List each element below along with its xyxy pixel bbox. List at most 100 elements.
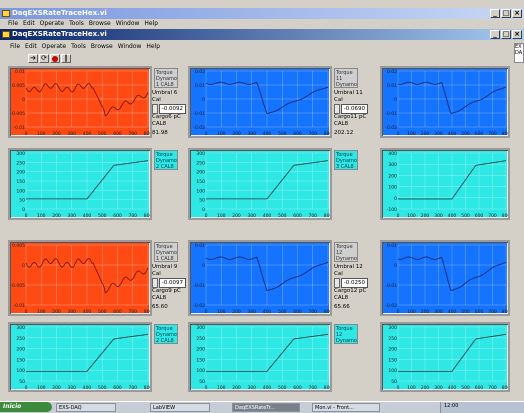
umbral-spinner[interactable] bbox=[152, 104, 158, 114]
x-tick-label: 300 bbox=[434, 309, 443, 314]
x-tick-label: 100 bbox=[37, 131, 46, 136]
umbral-value-input[interactable]: -0.0250 bbox=[340, 278, 368, 288]
x-tick-label: 600 bbox=[113, 131, 122, 136]
y-tick-label: 150 bbox=[388, 357, 397, 363]
y-tick-label: 300 bbox=[196, 325, 205, 331]
x-tick-label: 100 bbox=[37, 213, 46, 218]
umbral-control-group: Umbral 12 Cal -0.0250 Cargo12 pC CAL8 65.66 bbox=[334, 264, 368, 310]
x-tick-label: 400 bbox=[83, 131, 92, 136]
outer-menu-edit[interactable]: Edit bbox=[23, 20, 35, 27]
y-tick-label: 200 bbox=[16, 347, 25, 353]
y-tick-label: 0 bbox=[22, 97, 25, 103]
waveform-trace bbox=[397, 81, 507, 115]
y-tick-label: 0 bbox=[202, 207, 205, 213]
inner-menu-file[interactable]: File bbox=[10, 43, 21, 50]
taskbar-item-labview[interactable]: LabVIEW bbox=[150, 403, 210, 412]
run-continuous-icon[interactable]: ⟳ bbox=[39, 54, 49, 63]
inner-minimize-button[interactable]: _ bbox=[490, 30, 500, 39]
x-tick-label: 800 bbox=[502, 385, 508, 390]
start-button[interactable]: Inicio bbox=[0, 402, 52, 412]
x-tick-label: 300 bbox=[247, 213, 256, 218]
x-tick-label: 700 bbox=[308, 385, 317, 390]
y-tick-label: 100 bbox=[196, 188, 205, 194]
inner-menu-edit[interactable]: Edit bbox=[25, 43, 37, 50]
run-arrow-icon[interactable]: ➔ bbox=[28, 54, 38, 63]
x-tick-label: 700 bbox=[128, 213, 137, 218]
x-tick-label: 0 bbox=[397, 131, 400, 136]
x-tick-label: 500 bbox=[98, 131, 107, 136]
inner-menu-tools[interactable]: Tools bbox=[71, 43, 86, 50]
inner-menu-help[interactable]: Help bbox=[146, 43, 161, 50]
abort-stop-icon[interactable] bbox=[50, 54, 60, 63]
x-tick-label: 800 bbox=[324, 385, 330, 390]
inner-menu-browse[interactable]: Browse bbox=[90, 43, 113, 50]
chart-label-r4-c2: Torque 12 Dynamo 2 CAL8 bbox=[334, 324, 358, 344]
umbral-value-input[interactable]: -0.0092 bbox=[158, 104, 186, 114]
x-tick-label: 700 bbox=[488, 213, 497, 218]
outer-minimize-button[interactable]: _ bbox=[490, 9, 500, 18]
y-tick-label: 0 bbox=[394, 263, 397, 269]
inner-menu-operate[interactable]: Operate bbox=[41, 43, 67, 50]
x-tick-label: 700 bbox=[488, 385, 497, 390]
y-tick-label: 100 bbox=[388, 185, 397, 191]
taskbar-item-mon[interactable]: Mon.vi - Front... bbox=[312, 403, 380, 412]
y-tick-label: 200 bbox=[388, 347, 397, 353]
x-tick-label: 400 bbox=[263, 213, 272, 218]
waveform-trace bbox=[26, 333, 149, 372]
outer-menu-browse[interactable]: Browse bbox=[88, 20, 111, 27]
waveform-trace bbox=[205, 81, 329, 115]
outer-menu-operate[interactable]: Operate bbox=[39, 20, 65, 27]
outer-menu-tools[interactable]: Tools bbox=[69, 20, 84, 27]
outer-menu-window[interactable]: Window bbox=[115, 20, 140, 27]
x-tick-label: 600 bbox=[293, 309, 302, 314]
pause-icon[interactable]: ‖ bbox=[61, 54, 71, 63]
x-tick-label: 200 bbox=[421, 309, 430, 314]
inner-maximize-button[interactable]: □ bbox=[501, 30, 511, 39]
x-tick-label: 0 bbox=[25, 131, 28, 136]
umbral-spinner[interactable] bbox=[152, 278, 158, 288]
y-tick-label: 150 bbox=[16, 357, 25, 363]
taskbar-item-daqexs[interactable]: DaqEXSRateTr... bbox=[232, 403, 300, 412]
waveform-trace bbox=[398, 333, 507, 372]
y-tick-label: 0.01 bbox=[195, 83, 205, 89]
y-tick-label: 100 bbox=[16, 188, 25, 194]
x-tick-label: 0 bbox=[25, 213, 28, 218]
waveform-chart: 300 250 200 150 100 500 100 200 300 400 500 600 700 8… bbox=[196, 325, 330, 390]
chart-label-r2-c1: Torque Dynamo 2 CAL8 bbox=[154, 150, 178, 170]
waveform-chart: 300 250 200 150 100 500 100 200 300 400 500 600 700 8… bbox=[388, 325, 508, 390]
umbral-spinner[interactable] bbox=[334, 278, 340, 288]
x-tick-label: 300 bbox=[247, 309, 256, 314]
x-tick-label: 0 bbox=[25, 309, 28, 314]
cargo-reading: 65.60 bbox=[152, 304, 168, 310]
cargo-reading: 81.98 bbox=[152, 130, 168, 136]
umbral-spinner[interactable] bbox=[334, 104, 340, 114]
inner-menu-window[interactable]: Window bbox=[117, 43, 142, 50]
waveform-trace bbox=[25, 83, 149, 117]
x-tick-label: 800 bbox=[324, 131, 330, 136]
y-tick-label: 200 bbox=[196, 170, 205, 176]
outer-close-button[interactable]: × bbox=[512, 9, 522, 18]
chart-panel-r4-c3: 300 250 200 150 100 50 0 100 200 300 400 500 600 700 8… bbox=[380, 322, 510, 392]
x-tick-label: 600 bbox=[293, 385, 302, 390]
y-tick-label: 50 bbox=[199, 379, 205, 385]
cal-label: Cal bbox=[152, 271, 161, 277]
x-tick-label: 100 bbox=[407, 385, 416, 390]
umbral-value-input[interactable]: -0.0097 bbox=[158, 278, 186, 288]
umbral-value-input[interactable]: -0.0690 bbox=[340, 104, 368, 114]
outer-maximize-button[interactable]: □ bbox=[501, 9, 511, 18]
waveform-chart: 0.020.010-0.01-0.020 100 200 300 400 500 600 70… bbox=[385, 69, 508, 136]
cargo-reading: 202.12 bbox=[334, 130, 354, 136]
y-tick-label: 50 bbox=[19, 198, 25, 204]
taskbar-item-exs-daq[interactable]: EXS-DAQ bbox=[56, 403, 116, 412]
umbral-control-group: Umbral 9 Cal -0.0097 Cargo9 pC CAL8 65.60 bbox=[152, 264, 186, 310]
outer-menu-help[interactable]: Help bbox=[144, 20, 159, 27]
x-tick-label: 800 bbox=[502, 131, 508, 136]
cargo-label: Cargo11 pC bbox=[334, 114, 367, 120]
outer-menu-file[interactable]: File bbox=[8, 20, 19, 27]
side-info-line-1: EX bbox=[515, 44, 522, 50]
x-tick-label: 600 bbox=[293, 131, 302, 136]
x-tick-label: 200 bbox=[52, 309, 61, 314]
inner-close-button[interactable]: × bbox=[512, 30, 522, 39]
